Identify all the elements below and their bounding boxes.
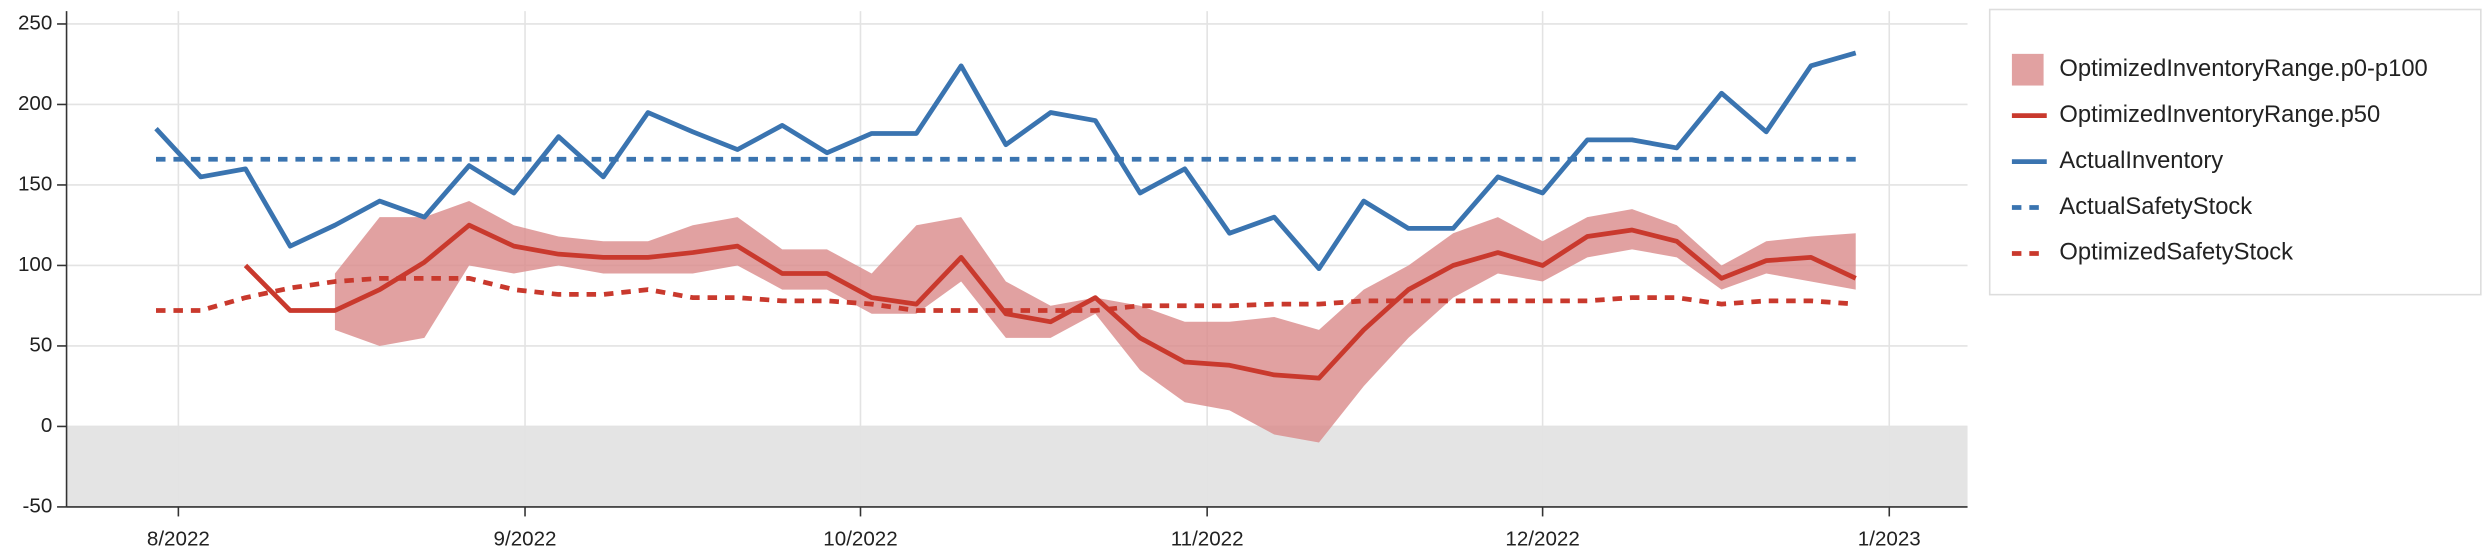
legend-label: OptimizedInventoryRange.p50 <box>2059 101 2380 128</box>
legend-label: OptimizedSafetyStock <box>2059 239 2293 266</box>
range-band <box>334 201 1856 443</box>
series-line <box>156 275 1856 313</box>
x-tick-label: 10/2022 <box>823 528 897 551</box>
y-tick-label: 50 <box>29 333 52 356</box>
y-tick-label: 100 <box>18 253 52 276</box>
series-line <box>243 222 1857 381</box>
legend-swatch <box>2011 53 2044 86</box>
x-tick-label: 8/2022 <box>147 528 210 551</box>
x-tick-label: 9/2022 <box>494 528 557 551</box>
legend-box <box>1988 8 2482 296</box>
x-tick-label: 11/2022 <box>1171 528 1244 551</box>
y-tick-label: 150 <box>18 172 52 195</box>
legend-label: ActualSafetyStock <box>2059 193 2252 220</box>
y-tick-label: 250 <box>18 11 52 34</box>
negative-region <box>66 426 1968 507</box>
y-tick-label: -50 <box>23 494 53 517</box>
x-tick-label: 1/2023 <box>1858 528 1921 551</box>
legend-label: OptimizedInventoryRange.p0-p100 <box>2059 55 2427 82</box>
y-tick-label: 200 <box>18 92 52 115</box>
y-tick-label: 0 <box>41 414 52 437</box>
x-tick-label: 12/2022 <box>1505 528 1579 551</box>
legend-label: ActualInventory <box>2059 147 2223 174</box>
